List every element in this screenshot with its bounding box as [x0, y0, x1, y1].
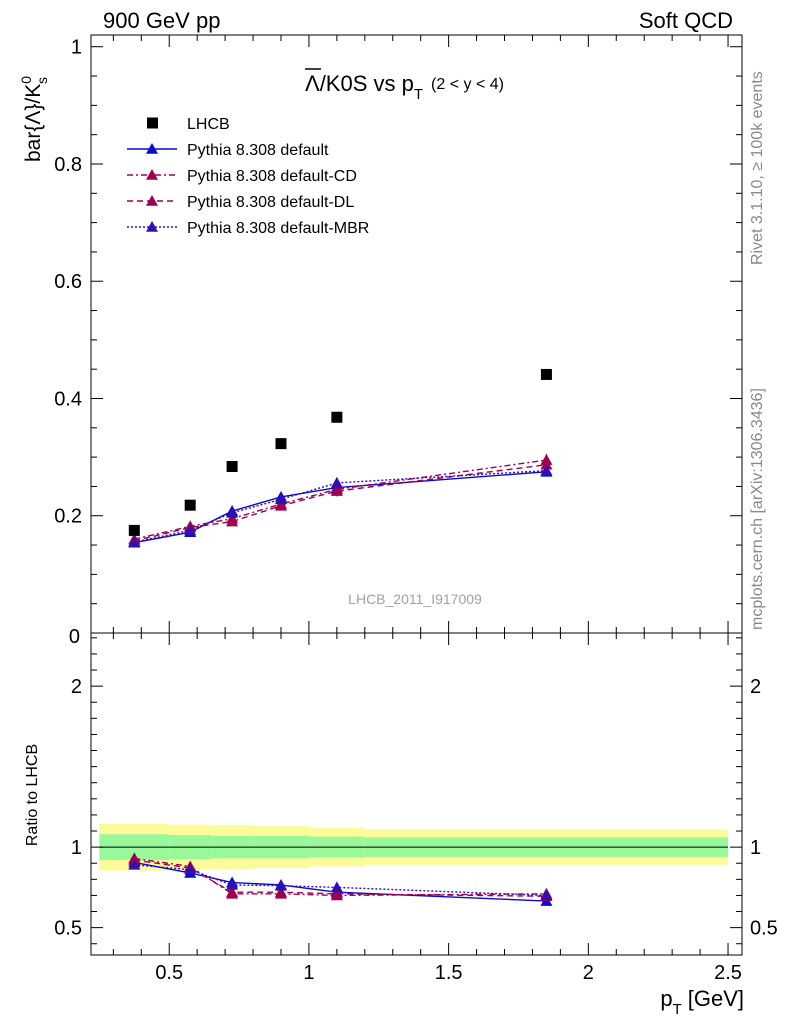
data-point [330, 881, 343, 893]
series-line [134, 459, 547, 540]
series-line [134, 859, 547, 897]
data-point [540, 458, 553, 470]
data-point [226, 506, 239, 518]
data-point [274, 879, 287, 891]
ratio-panel: 0.5 0.5 1 1 2 2 0.5 1 1.5 2 2.5 Ratio to LHCB pT [G… [24, 632, 778, 1018]
series-lhcb [128, 368, 552, 536]
xlabel-sub: T [673, 1001, 682, 1018]
ratio-ticks: 0.5 0.5 1 1 2 2 0.5 1 1.5 2 2.5 [54, 633, 778, 984]
data-point [275, 438, 287, 450]
data-point [128, 524, 140, 536]
data-point [330, 887, 343, 899]
data-point [184, 524, 197, 536]
ratio-series-3 [128, 858, 553, 901]
ylabel-main: bar{Λ}/K [22, 84, 45, 162]
x-tick-label: 2.5 [714, 962, 742, 984]
y-tick-label-right: 0.5 [750, 918, 778, 940]
series-4 [128, 464, 553, 547]
y-tick-label: 0.2 [54, 506, 82, 528]
data-point [128, 858, 141, 870]
data-point [226, 878, 239, 890]
legend-marker [146, 169, 158, 180]
ratio-series [128, 852, 553, 906]
data-point [540, 368, 552, 380]
data-point [331, 411, 343, 423]
plot-title: Λ/K0S vs pT (2 < y < 4) [305, 68, 504, 103]
header-left: 900 GeV pp [103, 8, 220, 33]
data-point [226, 460, 238, 472]
data-point [540, 889, 553, 901]
data-point [226, 886, 239, 898]
data-point [274, 493, 287, 505]
main-ylabel: bar{Λ}/K0s [18, 76, 50, 162]
x-tick-label: 1 [303, 962, 314, 984]
data-point [184, 863, 197, 875]
data-point [274, 499, 287, 511]
ratio-frame [90, 632, 743, 956]
data-point [274, 886, 287, 898]
series-line [134, 864, 547, 897]
legend-entry: Pythia 8.308 default-DL [187, 194, 354, 211]
legend-marker [146, 221, 158, 232]
series-line [134, 857, 547, 897]
x-tick-label: 2 [583, 962, 594, 984]
y-tick-label: 0.8 [54, 154, 82, 176]
y-tick-label: 0.5 [54, 918, 82, 940]
main-ticks: 0.2 0.4 0.6 0.8 1 [54, 35, 742, 634]
y-tick-label: 0.6 [54, 271, 82, 293]
data-point [330, 485, 343, 496]
data-point [226, 515, 239, 527]
legend-marker [146, 195, 158, 206]
y-tick-label: 1 [71, 837, 82, 859]
data-point [330, 476, 343, 488]
header-right: Soft QCD [639, 8, 733, 33]
y-tick-label: 0.4 [54, 388, 82, 410]
ylabel-sup: 0 [18, 76, 34, 84]
y-tick-label: 1 [71, 37, 82, 59]
svg-text:Λ/K0S vs pT(2 < y < 4): Λ/K0S vs pT (2 < y < 4) [305, 71, 504, 103]
ylabel-sub: s [34, 77, 50, 84]
x-tick-label: 0.5 [155, 962, 183, 984]
legend-entry: Pythia 8.308 default-MBR [187, 220, 369, 237]
series-line [134, 464, 547, 542]
main-series [128, 368, 553, 548]
ratio-bands [99, 823, 729, 871]
legend-entry: Pythia 8.308 default [187, 142, 329, 159]
legend-entry: Pythia 8.308 default-CD [187, 168, 357, 185]
xlabel-main: p [660, 986, 672, 1011]
x-axis-label: pT [GeV] [660, 986, 744, 1018]
rivet-label: Rivet 3.1.10, ≥ 100k events [749, 71, 766, 265]
title-main: Λ/K0S vs p [305, 71, 414, 96]
series-line [134, 471, 547, 544]
mcplots-label: mcplots.cern.ch [arXiv:1306.3436] [749, 388, 766, 630]
y-tick-label-right: 1 [750, 837, 761, 859]
series-line [134, 469, 547, 543]
legend: LHCB Pythia 8.308 default Pythia 8.308 def… [127, 116, 369, 237]
x-tick-label: 1.5 [435, 962, 463, 984]
y-tick-label: 2 [71, 676, 82, 698]
watermark: LHCB_2011_I917009 [348, 591, 482, 607]
legend-marker [147, 117, 158, 129]
y-tick-label-right: 2 [750, 676, 761, 698]
legend-entry: LHCB [187, 116, 230, 133]
title-cut: (2 < y < 4) [431, 76, 504, 93]
y-zero-label: 0 [69, 626, 80, 648]
legend-marker [146, 143, 158, 154]
xlabel-unit: [GeV] [688, 986, 744, 1011]
data-point [128, 536, 141, 547]
data-point [184, 499, 196, 511]
main-panel: 0.2 0.4 0.6 0.8 1 LHCB Pythia 8.308 default Py… [18, 34, 743, 648]
ratio-ylabel: Ratio to LHCB [24, 744, 41, 846]
title-sub: T [414, 86, 423, 103]
data-point [540, 464, 553, 476]
